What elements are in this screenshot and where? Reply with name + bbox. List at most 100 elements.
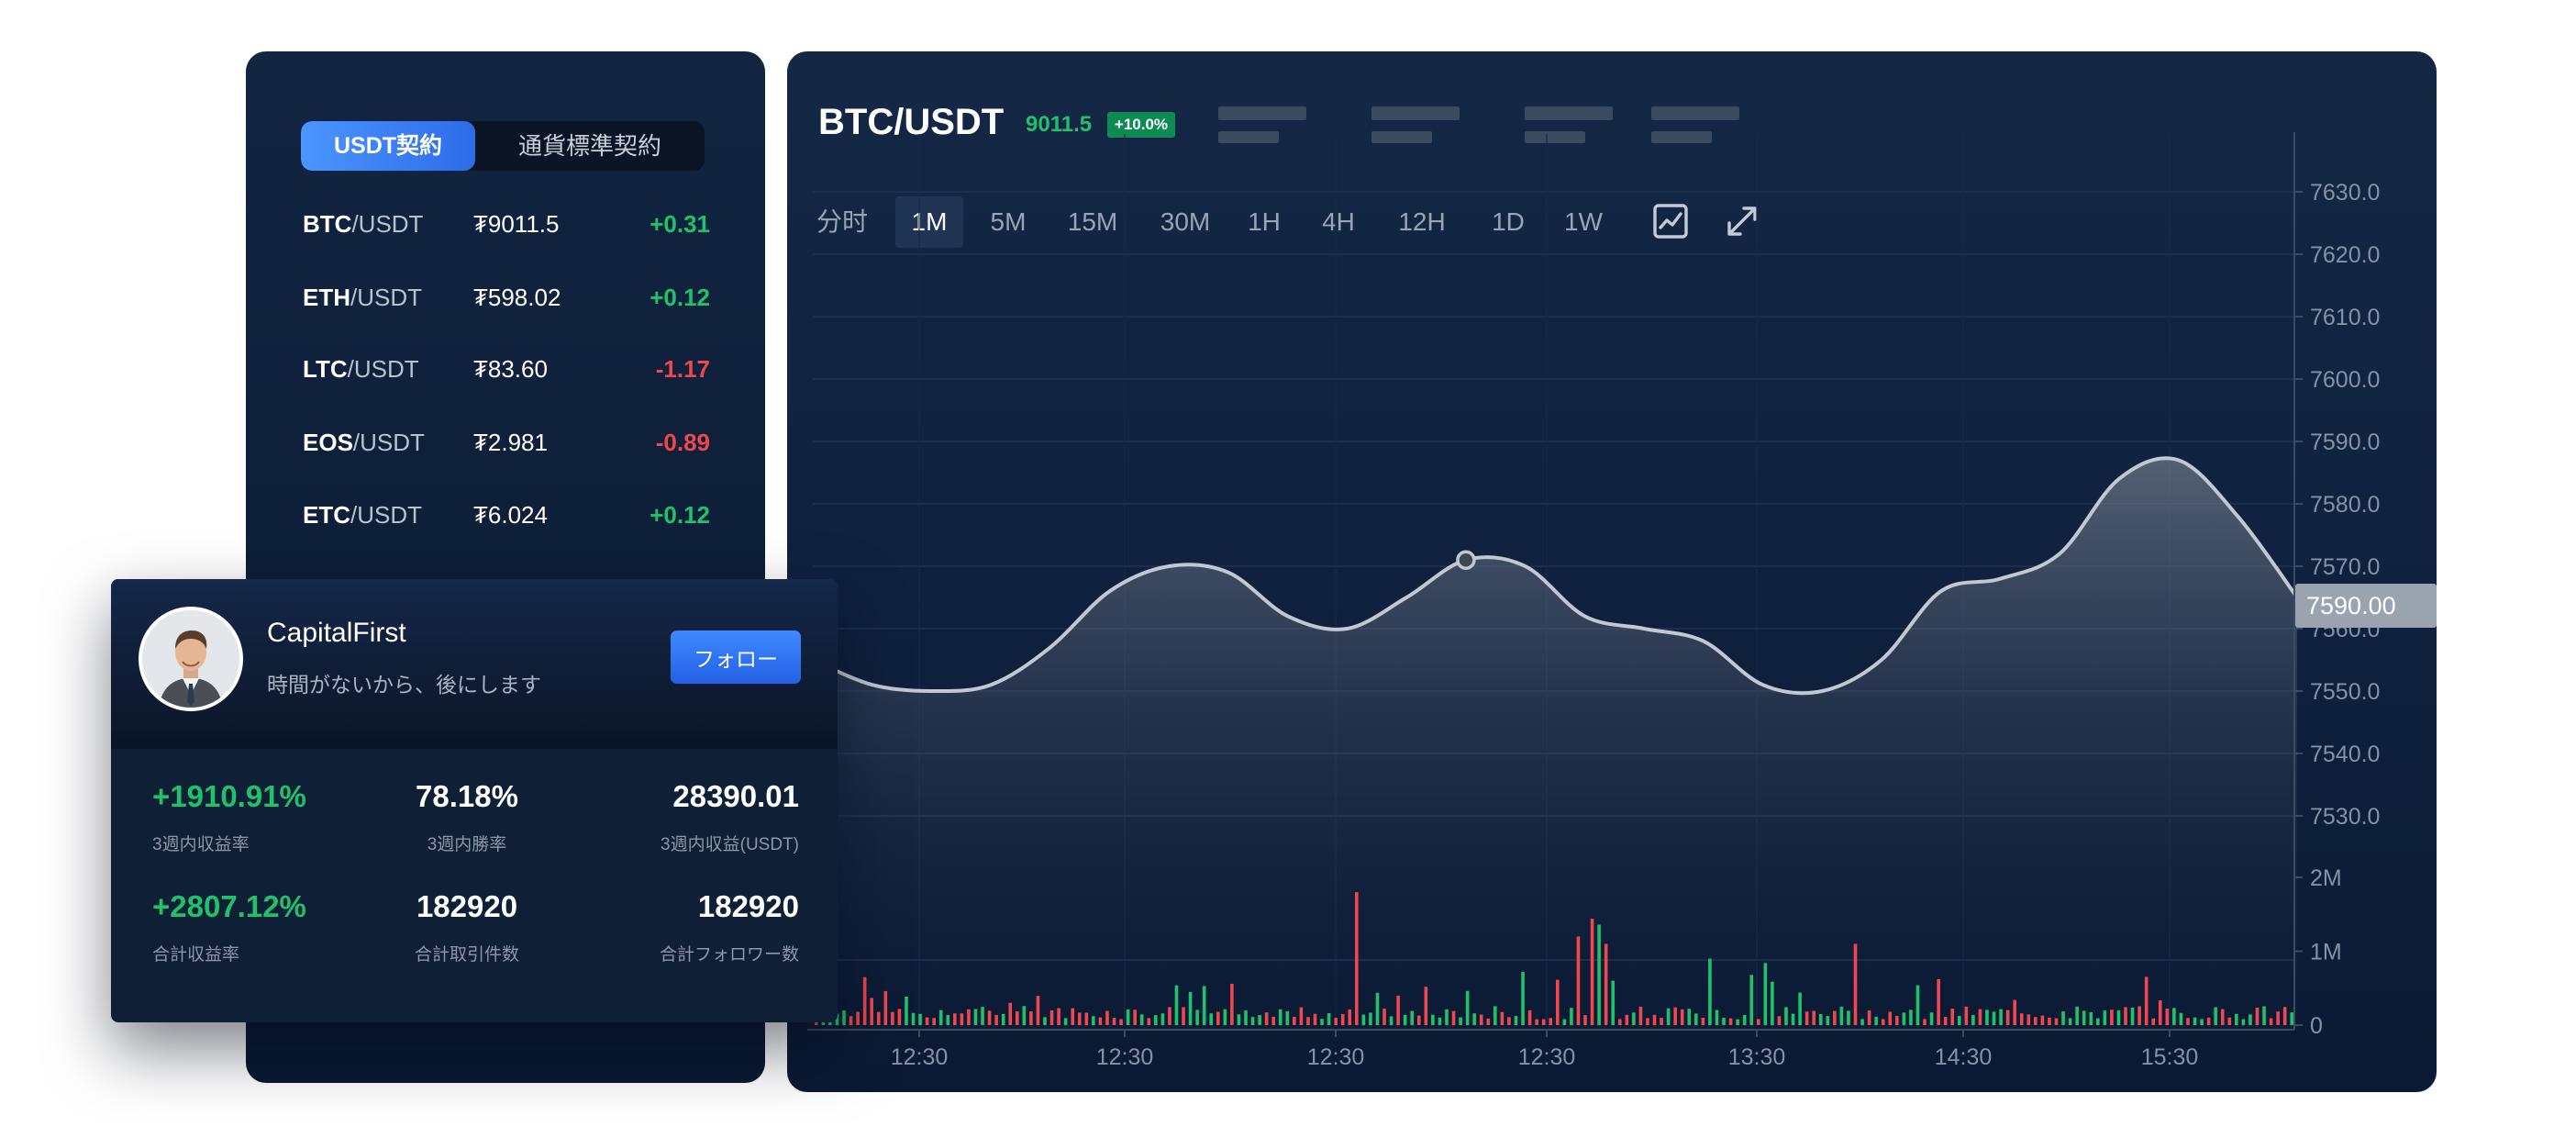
market-row-btc[interactable]: BTC/USDT ₮9011.5 +0.31: [303, 210, 710, 247]
volume-bar: [1839, 1006, 1844, 1025]
volume-bar: [1763, 963, 1768, 1025]
volume-bar: [1438, 1017, 1442, 1025]
pair-label: ETH/USDT: [303, 284, 422, 311]
volume-bar: [1036, 996, 1040, 1025]
volume-bar: [911, 1012, 916, 1025]
volume-bar: [1937, 978, 1940, 1025]
volume-bar: [1077, 1012, 1082, 1025]
follow-button[interactable]: フォロー: [671, 630, 801, 684]
price-area-fill: [813, 458, 2297, 1025]
volume-bar: [2054, 1018, 2059, 1025]
volume-tick-label: 1M: [2310, 940, 2342, 965]
volume-bar: [1853, 943, 1858, 1025]
volume-bar: [1486, 1018, 1491, 1025]
volume-bar: [1195, 1010, 1199, 1025]
loading-placeholder: [1525, 106, 1613, 120]
y-tick-label: 7620.0: [2310, 242, 2380, 268]
timeframe-15m[interactable]: 15M: [1067, 207, 1118, 236]
volume-bar: [1652, 1014, 1657, 1025]
volume-bar: [2005, 1010, 2010, 1025]
trader-name: CapitalFirst: [267, 618, 406, 648]
volume-bar: [1445, 1009, 1449, 1025]
timeframe-1h[interactable]: 1H: [1248, 207, 1281, 236]
pair-label: BTC/USDT: [303, 210, 424, 238]
volume-bar: [842, 1010, 846, 1025]
volume-bar: [946, 1014, 950, 1025]
timeframe-1w[interactable]: 1W: [1564, 207, 1603, 236]
y-tick-label: 7570.0: [2310, 554, 2380, 580]
tab-usdt-contract[interactable]: USDT契約: [301, 121, 475, 171]
volume-bar: [1154, 1015, 1158, 1025]
volume-bar: [2158, 1000, 2162, 1025]
volume-bar: [2179, 1012, 2183, 1025]
volume-bar: [1611, 980, 1616, 1025]
volume-bar: [2124, 1007, 2127, 1025]
stat-3week-profit: 28390.01 3週内収益(USDT): [561, 779, 799, 855]
user-avatar-icon: [142, 610, 239, 708]
volume-bar: [2206, 1017, 2211, 1025]
symbol-title: BTC/USDT: [818, 102, 1005, 142]
volume-bar: [1250, 1017, 1255, 1025]
volume-bar: [1791, 1013, 1795, 1025]
y-tick-label: 7580.0: [2310, 492, 2380, 518]
volume-bar: [1562, 1019, 1567, 1025]
timeframe-tick[interactable]: 分时: [816, 207, 868, 236]
volume-bar: [1029, 1011, 1033, 1025]
volume-bar: [1549, 1018, 1553, 1025]
volume-bar: [1666, 1008, 1671, 1025]
volume-bar: [2235, 1013, 2238, 1025]
volume-bar: [1923, 1019, 1926, 1025]
volume-bar: [1139, 1014, 1144, 1025]
volume-tick-label: 0: [2310, 1013, 2323, 1039]
timeframe-30m[interactable]: 30M: [1160, 207, 1211, 236]
volume-bar: [1881, 1019, 1885, 1025]
market-row-eth[interactable]: ETH/USDT ₮598.02 +0.12: [303, 284, 710, 320]
volume-bar: [967, 1009, 971, 1025]
volume-bar: [1092, 1016, 1095, 1025]
volume-bar: [2061, 1011, 2065, 1025]
volume-bar: [1202, 986, 1206, 1025]
volume-bar: [1915, 985, 1920, 1025]
market-row-ltc[interactable]: LTC/USDT ₮83.60 -1.17: [303, 355, 710, 392]
area-chart-icon[interactable]: [1648, 198, 1693, 244]
volume-bar: [1001, 1013, 1005, 1025]
volume-bar: [1022, 1006, 1027, 1025]
volume-bar: [2048, 1018, 2051, 1025]
price-chart[interactable]: 7630.0 7620.0 7610.0 7600.0 7590.0 7580.0 7570…: [787, 51, 2437, 1092]
timeframe-1d[interactable]: 1D: [1492, 207, 1525, 236]
volume-bar: [1985, 1010, 1989, 1025]
volume-bar: [1638, 1006, 1643, 1025]
volume-bar: [1188, 991, 1193, 1025]
volume-bar: [1472, 1013, 1476, 1025]
volume-bar: [1375, 992, 1380, 1025]
market-row-etc[interactable]: ETC/USDT ₮6.024 +0.12: [303, 501, 710, 538]
stat-total-return: +2807.12% 合計収益率: [152, 889, 391, 965]
timeframe-12h[interactable]: 12H: [1398, 207, 1446, 236]
volume-bar: [1285, 1010, 1290, 1025]
volume-bar: [1230, 983, 1234, 1025]
current-price-tag: 7590.00: [2295, 584, 2437, 628]
volume-bar: [2290, 1012, 2294, 1025]
volume-bar: [2082, 1010, 2086, 1025]
volume-bar: [1209, 1013, 1214, 1025]
fullscreen-icon[interactable]: [1719, 198, 1765, 244]
volume-bar: [1071, 1008, 1075, 1025]
x-tick-label: 12:30: [1096, 1044, 1154, 1070]
timeframe-4h[interactable]: 4H: [1322, 207, 1355, 236]
volume-bar: [1521, 972, 1525, 1025]
volume-bar: [1660, 1018, 1663, 1025]
volume-bars: [815, 892, 2294, 1025]
volume-bar: [1098, 1017, 1103, 1025]
timeframe-5m[interactable]: 5M: [990, 207, 1027, 236]
volume-bar: [2269, 1018, 2273, 1025]
price-highlight-point[interactable]: [1456, 550, 1476, 570]
x-tick-label: 15:30: [2141, 1044, 2199, 1070]
market-row-eos[interactable]: EOS/USDT ₮2.981 -0.89: [303, 429, 710, 465]
volume-bar: [876, 1011, 881, 1025]
tab-coin-margined-contract[interactable]: 通貨標準契約: [517, 132, 661, 160]
volume-bar: [1576, 936, 1581, 1025]
volume-bar: [1355, 892, 1359, 1025]
stat-label: 3週内収益率: [152, 835, 250, 854]
timeframe-1m[interactable]: 1M: [895, 196, 963, 248]
avatar[interactable]: [139, 607, 243, 711]
